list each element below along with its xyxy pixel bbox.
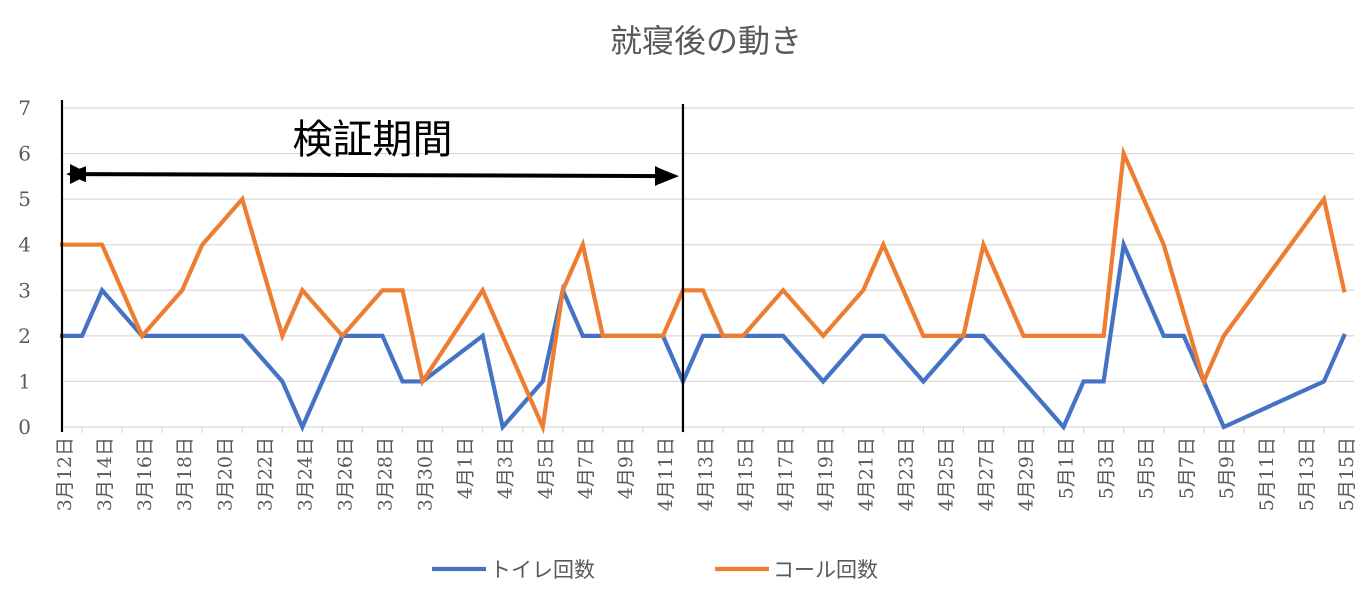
x-tick-label: 5月11日 [1256, 437, 1278, 511]
x-tick-label: 4月1日 [455, 437, 477, 499]
x-tick-label: 4月17日 [775, 437, 797, 511]
x-tick-label: 3月12日 [54, 437, 76, 511]
arrowhead-right [658, 168, 679, 185]
x-tick-label: 5月15日 [1336, 437, 1358, 511]
x-tick-label: 3月18日 [174, 437, 196, 511]
x-tick-label: 3月14日 [94, 437, 116, 511]
x-tick-label: 5月1日 [1056, 437, 1078, 499]
y-tick-label: 4 [18, 233, 31, 257]
x-tick-label: 4月9日 [615, 437, 637, 499]
x-tick-label: 4月15日 [735, 437, 757, 511]
x-tick-label: 4月27日 [975, 437, 997, 511]
annotations: 検証期間 [60, 100, 685, 432]
x-tick-label: 4月13日 [695, 437, 717, 511]
x-tick-label: 4月7日 [575, 437, 597, 499]
y-tick-label: 3 [18, 278, 31, 302]
x-tick-label: 3月30日 [415, 437, 437, 511]
x-tick-label: 4月25日 [935, 437, 957, 511]
x-tick-label: 5月5日 [1136, 437, 1158, 499]
legend-label-2: コール回数 [773, 558, 878, 582]
period-label: 検証期間 [292, 117, 452, 163]
x-tick-label: 3月22日 [254, 437, 276, 511]
x-tick-label: 4月29日 [1016, 437, 1038, 511]
y-tick-label: 1 [18, 369, 31, 393]
x-tick-label: 5月9日 [1216, 437, 1238, 499]
x-tick-label: 4月21日 [855, 437, 877, 511]
gridlines [62, 107, 1354, 428]
x-tick-label: 3月28日 [375, 437, 397, 511]
y-tick-label: 7 [18, 96, 31, 120]
series-line-1 [59, 237, 1347, 433]
x-tick-label: 4月19日 [815, 437, 837, 511]
y-axis-ticks: 0 1 2 3 4 5 6 7 [18, 96, 31, 439]
arrowhead-left [66, 166, 86, 183]
x-tick-label: 3月16日 [134, 437, 156, 511]
x-axis: 3月12日 3月14日 3月16日 3月18日 3月20日 3月22日 3月24日 3月26日… [54, 427, 1358, 511]
y-tick-label: 5 [18, 187, 31, 211]
x-tick-label: 5月13日 [1296, 437, 1318, 511]
y-tick-label: 6 [18, 142, 31, 166]
legend: トイレ回数 コール回数 [432, 558, 878, 582]
x-tick-label: 3月20日 [214, 437, 236, 511]
x-tick-label: 4月23日 [895, 437, 917, 511]
chart-title: 就寝後の動き [610, 22, 802, 60]
y-tick-label: 0 [18, 415, 31, 439]
x-tick-label: 5月3日 [1096, 437, 1118, 499]
x-tick-label: 5月7日 [1176, 437, 1198, 499]
y-tick-label: 2 [18, 324, 31, 348]
x-tick-label: 3月24日 [294, 437, 316, 511]
legend-label-1: トイレ回数 [490, 558, 595, 582]
x-tick-label: 4月5日 [535, 437, 557, 499]
x-tick-label: 3月26日 [334, 437, 356, 511]
x-tick-label: 4月11日 [655, 437, 677, 511]
period-double-arrow [69, 164, 675, 187]
x-tick-label: 4月3日 [495, 437, 517, 499]
